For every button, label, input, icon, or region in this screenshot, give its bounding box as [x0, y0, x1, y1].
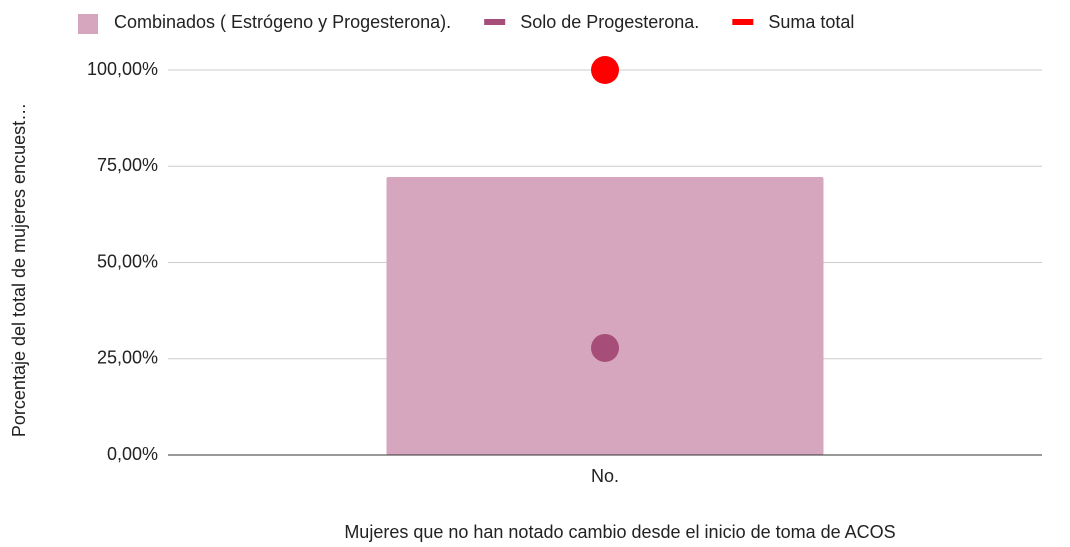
point [591, 333, 619, 362]
x-tick-label: No. [591, 466, 619, 486]
y-tick-label: 0,00% [107, 444, 158, 464]
legend-swatch [78, 14, 98, 34]
point [591, 56, 619, 84]
legend-swatch [732, 19, 754, 25]
x-axis-title: Mujeres que no han notado cambio desde e… [344, 522, 895, 542]
y-tick-label: 25,00% [97, 348, 158, 368]
legend-label: Combinados ( Estrógeno y Progesterona). [114, 12, 451, 32]
y-tick-label: 75,00% [97, 155, 158, 175]
legend-swatch [484, 19, 506, 25]
bar [386, 177, 824, 455]
y-tick-label: 100,00% [87, 59, 158, 79]
legend-label: Suma total [768, 12, 854, 32]
y-tick-label: 50,00% [97, 251, 158, 271]
legend-label: Solo de Progesterona. [520, 12, 699, 32]
y-axis-title: Porcentaje del total de mujeres encuest… [9, 103, 29, 437]
